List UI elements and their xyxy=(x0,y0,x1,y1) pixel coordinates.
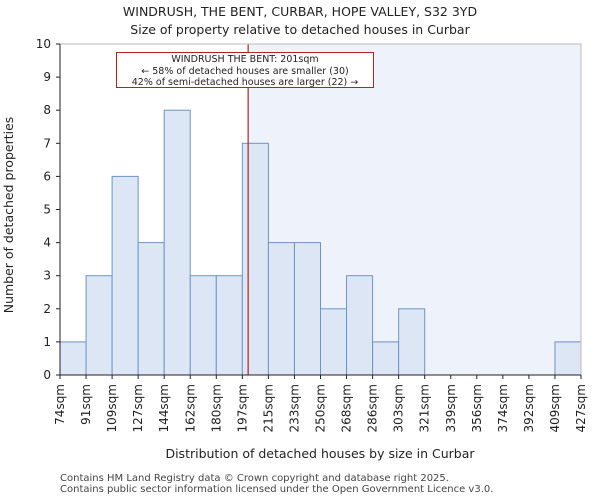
y-tick-label-8: 8 xyxy=(43,103,51,117)
bar-303sqm xyxy=(398,308,426,376)
bar-409sqm xyxy=(554,341,582,376)
y-tick-label-6: 6 xyxy=(43,169,51,183)
y-tick-label-1: 1 xyxy=(43,335,51,349)
x-tick-label-91sqm: 91sqm xyxy=(79,384,93,425)
x-tick-label-409sqm: 409sqm xyxy=(548,384,562,432)
x-tick-label-268sqm: 268sqm xyxy=(340,384,354,432)
x-tick-label-303sqm: 303sqm xyxy=(392,384,406,432)
x-tick-label-339sqm: 339sqm xyxy=(444,384,458,432)
bar-268sqm xyxy=(346,275,374,376)
x-tick-label-321sqm: 321sqm xyxy=(418,384,432,432)
annotation-line3: 42% of semi-detached houses are larger (… xyxy=(131,77,359,88)
y-tick-label-5: 5 xyxy=(43,203,51,217)
y-tick-label-4: 4 xyxy=(43,236,51,250)
x-tick-label-250sqm: 250sqm xyxy=(314,384,328,432)
bar-250sqm xyxy=(320,308,348,376)
y-tick-label-7: 7 xyxy=(43,136,51,150)
bar-144sqm xyxy=(163,109,191,376)
bar-91sqm xyxy=(85,275,113,376)
footer-line1: Contains HM Land Registry data © Crown c… xyxy=(60,473,449,484)
bar-197sqm xyxy=(241,142,269,376)
x-tick-label-109sqm: 109sqm xyxy=(105,384,119,432)
x-tick-label-197sqm: 197sqm xyxy=(235,384,249,432)
annotation-line2: ← 58% of detached houses are smaller (30… xyxy=(141,65,349,77)
x-tick-label-74sqm: 74sqm xyxy=(53,384,67,425)
footer-line2: Contains public sector information licen… xyxy=(60,484,494,495)
x-axis-label: Distribution of detached houses by size … xyxy=(165,446,475,461)
annotation-line1: WINDRUSH THE BENT: 201sqm xyxy=(171,54,319,65)
y-tick-label-10: 10 xyxy=(36,37,51,51)
y-tick-label-0: 0 xyxy=(43,368,51,382)
x-tick-label-162sqm: 162sqm xyxy=(183,384,197,432)
x-tick-label-215sqm: 215sqm xyxy=(261,384,275,432)
chart-title-line1: WINDRUSH, THE BENT, CURBAR, HOPE VALLEY,… xyxy=(122,4,478,19)
bar-233sqm xyxy=(293,242,322,376)
bar-286sqm xyxy=(372,341,400,376)
annotation-box: WINDRUSH THE BENT: 201sqm ← 58% of detac… xyxy=(116,52,374,88)
x-tick-label-392sqm: 392sqm xyxy=(522,384,536,432)
x-tick-label-427sqm: 427sqm xyxy=(574,384,588,432)
x-tick-label-374sqm: 374sqm xyxy=(496,384,510,432)
y-axis-label: Number of detached properties xyxy=(1,117,16,314)
x-tick-label-286sqm: 286sqm xyxy=(366,384,380,432)
x-tick-label-144sqm: 144sqm xyxy=(157,384,171,432)
bar-74sqm xyxy=(59,341,87,376)
y-tick-label-9: 9 xyxy=(43,70,51,84)
x-tick-label-127sqm: 127sqm xyxy=(131,384,145,432)
chart-title-line2: Size of property relative to detached ho… xyxy=(130,22,470,37)
bar-162sqm xyxy=(189,275,217,376)
bar-127sqm xyxy=(137,242,165,376)
y-tick-label-2: 2 xyxy=(43,302,51,316)
bar-109sqm xyxy=(111,175,139,376)
axis-layer: 0 1 2 3 4 5 6 7 8 9 10 74sqm 91sqm 109sqm 127sqm 144sqm… xyxy=(36,37,588,432)
x-tick-label-233sqm: 233sqm xyxy=(287,384,301,432)
bar-215sqm xyxy=(267,242,295,376)
bar-layer xyxy=(59,109,582,376)
y-tick-label-3: 3 xyxy=(43,269,51,283)
chart-title: WINDRUSH, THE BENT, CURBAR, HOPE VALLEY,… xyxy=(0,3,600,39)
x-tick-label-356sqm: 356sqm xyxy=(470,384,484,432)
x-tick-label-180sqm: 180sqm xyxy=(209,384,223,432)
bar-180sqm xyxy=(215,275,243,376)
